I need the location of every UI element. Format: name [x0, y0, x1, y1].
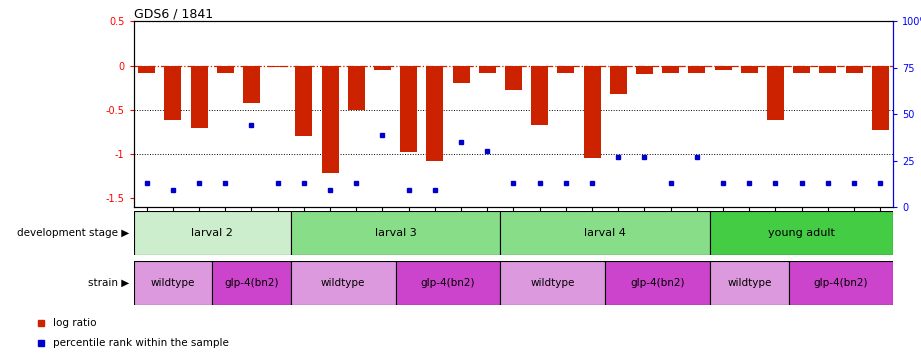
Bar	[191, 66, 207, 127]
Bar	[584, 66, 600, 159]
Bar	[531, 66, 548, 125]
Bar	[243, 66, 260, 103]
Bar	[426, 66, 443, 161]
Bar	[216, 66, 234, 73]
Text: glp-4(bn2): glp-4(bn2)	[630, 278, 685, 288]
Bar	[138, 66, 155, 73]
Text: strain ▶: strain ▶	[87, 278, 129, 288]
Text: development stage ▶: development stage ▶	[17, 228, 129, 238]
Bar	[557, 66, 575, 73]
Bar	[635, 66, 653, 75]
Bar	[788, 261, 893, 305]
Bar	[740, 66, 758, 73]
Text: larval 2: larval 2	[192, 228, 233, 238]
Bar	[688, 66, 705, 73]
Bar	[662, 66, 679, 73]
Text: GDS6 / 1841: GDS6 / 1841	[134, 7, 213, 20]
Bar	[710, 211, 893, 255]
Bar	[505, 66, 522, 90]
Text: glp-4(bn2): glp-4(bn2)	[421, 278, 475, 288]
Bar	[500, 211, 710, 255]
Text: wildtype: wildtype	[321, 278, 366, 288]
Bar	[374, 66, 391, 70]
Text: wildtype: wildtype	[151, 278, 195, 288]
Text: glp-4(bn2): glp-4(bn2)	[814, 278, 869, 288]
Text: log ratio: log ratio	[53, 318, 97, 328]
Bar	[212, 261, 291, 305]
Bar	[400, 66, 417, 152]
Text: larval 4: larval 4	[584, 228, 626, 238]
Bar	[715, 66, 731, 70]
Bar	[500, 261, 605, 305]
Bar	[321, 66, 339, 174]
Text: glp-4(bn2): glp-4(bn2)	[224, 278, 279, 288]
Bar	[452, 66, 470, 83]
Bar	[793, 66, 810, 73]
Bar	[291, 211, 500, 255]
Bar	[164, 66, 181, 120]
Text: percentile rank within the sample: percentile rank within the sample	[53, 338, 228, 348]
Bar	[845, 66, 863, 73]
Bar	[767, 66, 784, 120]
Bar	[348, 66, 365, 110]
Text: wildtype: wildtype	[530, 278, 575, 288]
Bar	[395, 261, 500, 305]
Bar	[134, 211, 291, 255]
Bar	[605, 261, 710, 305]
Bar	[296, 66, 312, 136]
Bar	[291, 261, 395, 305]
Bar	[610, 66, 627, 94]
Bar	[710, 261, 788, 305]
Bar	[872, 66, 889, 130]
Bar	[820, 66, 836, 73]
Bar	[269, 66, 286, 67]
Text: wildtype: wildtype	[727, 278, 772, 288]
Bar	[479, 66, 495, 73]
Bar	[134, 261, 212, 305]
Text: larval 3: larval 3	[375, 228, 416, 238]
Text: young adult: young adult	[768, 228, 835, 238]
